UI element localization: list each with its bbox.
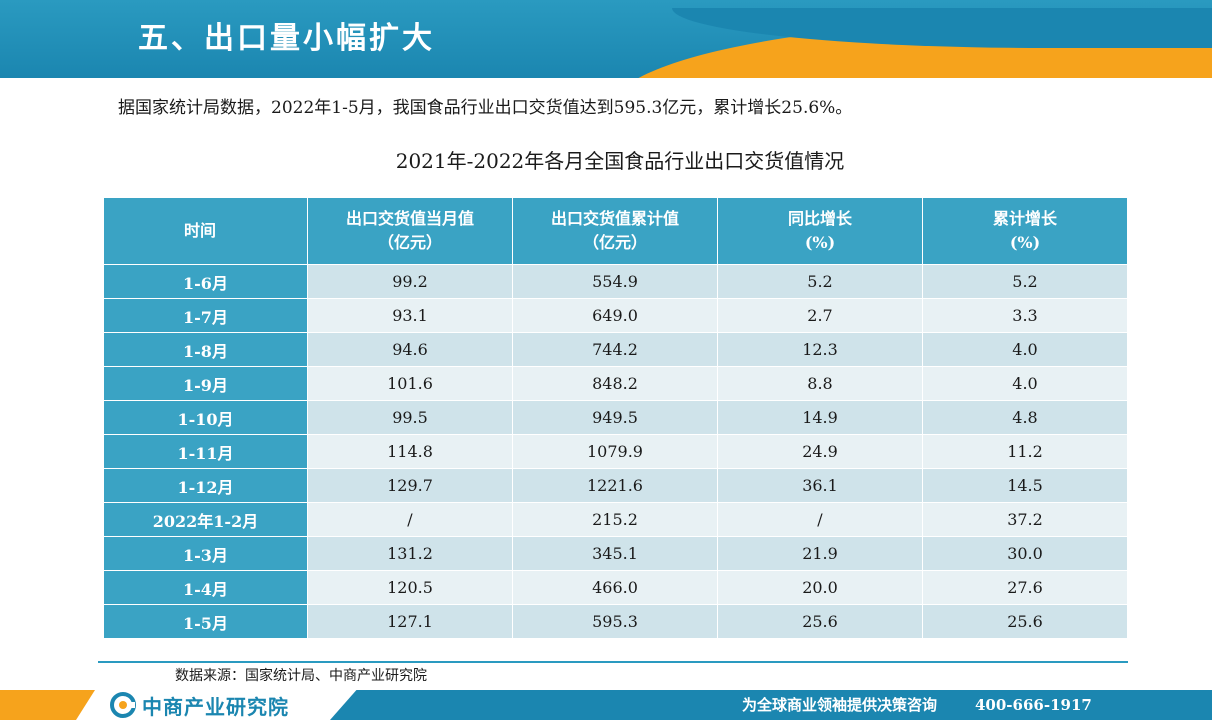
logo-icon (110, 692, 136, 718)
cell-period: 1-9月 (103, 366, 308, 401)
header-line1: 出口交货值当月值 (345, 209, 474, 228)
cell-cumulative-growth: 27.6 (922, 570, 1128, 605)
cell-yoy-growth: 25.6 (717, 604, 923, 639)
table-row: 1-12月 129.7 1221.6 36.1 14.5 (103, 468, 1128, 503)
header-period-label: 时间 (184, 221, 217, 240)
footer-phone: 400-666-1917 (975, 696, 1092, 714)
cell-cumulative-growth: 25.6 (922, 604, 1128, 639)
cell-yoy-growth: / (717, 502, 923, 537)
cell-cumulative-growth: 3.3 (922, 298, 1128, 333)
table-row: 1-8月 94.6 744.2 12.3 4.0 (103, 332, 1128, 367)
cell-period: 1-3月 (103, 536, 308, 571)
table-title: 2021年-2022年各月全国食品行业出口交货值情况 (395, 149, 845, 173)
footer-logo: 中商产业研究院 (110, 692, 289, 719)
cell-yoy-growth: 14.9 (717, 400, 923, 435)
cell-period: 1-10月 (103, 400, 308, 435)
cell-cumulative-value: 345.1 (512, 536, 718, 571)
cell-cumulative-growth: 11.2 (922, 434, 1128, 469)
cell-month-value: 129.7 (307, 468, 513, 503)
cell-cumulative-growth: 14.5 (922, 468, 1128, 503)
cell-yoy-growth: 36.1 (717, 468, 923, 503)
cell-cumulative-value: 554.9 (512, 264, 718, 299)
cell-cumulative-growth: 37.2 (922, 502, 1128, 537)
export-value-table: 时间 出口交货值当月值 （亿元） 出口交货值累计值 （亿元） 同比增长 (%) 累计增… (103, 197, 1128, 639)
table-row: 2022年1-2月/215.2/37.2 (103, 502, 1128, 537)
cell-cumulative-value: 848.2 (512, 366, 718, 401)
header-banner: 五、出口量小幅扩大 (0, 0, 1212, 78)
cell-month-value: 101.6 (307, 366, 513, 401)
cell-yoy-growth: 2.7 (717, 298, 923, 333)
cell-period: 1-12月 (103, 468, 308, 503)
header-line2: （亿元） (377, 233, 442, 252)
cell-month-value: 93.1 (307, 298, 513, 333)
cell-yoy-growth: 24.9 (717, 434, 923, 469)
footer-orange-accent (0, 690, 95, 720)
cell-yoy-growth: 20.0 (717, 570, 923, 605)
cell-period: 1-8月 (103, 332, 308, 367)
cell-cumulative-growth: 4.0 (922, 332, 1128, 367)
header-line1: 累计增长 (992, 209, 1057, 228)
table-row: 1-6月 99.2 554.9 5.2 5.2 (103, 264, 1128, 299)
table-row: 1-5月 127.1 595.3 25.6 25.6 (103, 604, 1128, 639)
cell-cumulative-value: 744.2 (512, 332, 718, 367)
header-yoy-growth: 同比增长 (%) (717, 197, 923, 265)
cell-month-value: / (307, 502, 513, 537)
header-line2: （亿元） (582, 233, 647, 252)
cell-cumulative-value: 1079.9 (512, 434, 718, 469)
cell-cumulative-value: 1221.6 (512, 468, 718, 503)
cell-yoy-growth: 8.8 (717, 366, 923, 401)
header-line1: 同比增长 (787, 209, 852, 228)
cell-month-value: 94.6 (307, 332, 513, 367)
lead-paragraph: 据国家统计局数据，2022年1-5月，我国食品行业出口交货值达到595.3亿元，… (118, 98, 853, 118)
cell-period: 1-5月 (103, 604, 308, 639)
cell-period: 2022年1-2月 (103, 502, 308, 537)
cell-month-value: 131.2 (307, 536, 513, 571)
cell-month-value: 114.8 (307, 434, 513, 469)
cell-month-value: 99.5 (307, 400, 513, 435)
cell-cumulative-growth: 30.0 (922, 536, 1128, 571)
table-row: 1-4月 120.5 466.0 20.0 27.6 (103, 570, 1128, 605)
cell-cumulative-value: 949.5 (512, 400, 718, 435)
cell-yoy-growth: 21.9 (717, 536, 923, 571)
header-month-value: 出口交货值当月值 （亿元） (307, 197, 513, 265)
cell-period: 1-7月 (103, 298, 308, 333)
table-row: 1-9月 101.6 848.2 8.8 4.0 (103, 366, 1128, 401)
header-cumulative-growth: 累计增长 (%) (922, 197, 1128, 265)
source-note: 数据来源：国家统计局、中商产业研究院 (175, 668, 427, 684)
section-title: 五、出口量小幅扩大 (138, 21, 435, 56)
cell-cumulative-growth: 4.8 (922, 400, 1128, 435)
header-cumulative-value: 出口交货值累计值 （亿元） (512, 197, 718, 265)
header-blue-swoosh (672, 8, 1212, 48)
cell-yoy-growth: 12.3 (717, 332, 923, 367)
cell-cumulative-value: 649.0 (512, 298, 718, 333)
footer-bar (330, 690, 1212, 720)
table-row: 1-10月 99.5 949.5 14.9 4.8 (103, 400, 1128, 435)
cell-cumulative-value: 466.0 (512, 570, 718, 605)
cell-period: 1-11月 (103, 434, 308, 469)
header-period: 时间 (103, 197, 308, 265)
logo-text: 中商产业研究院 (142, 694, 289, 719)
cell-cumulative-growth: 5.2 (922, 264, 1128, 299)
cell-yoy-growth: 5.2 (717, 264, 923, 299)
table-row: 1-7月 93.1 649.0 2.7 3.3 (103, 298, 1128, 333)
table-row: 1-11月 114.8 1079.9 24.9 11.2 (103, 434, 1128, 469)
cell-month-value: 120.5 (307, 570, 513, 605)
cell-month-value: 99.2 (307, 264, 513, 299)
table-header-row: 时间 出口交货值当月值 （亿元） 出口交货值累计值 （亿元） 同比增长 (%) 累计增… (103, 197, 1128, 265)
cell-period: 1-6月 (103, 264, 308, 299)
source-divider (98, 661, 1128, 663)
cell-month-value: 127.1 (307, 604, 513, 639)
cell-period: 1-4月 (103, 570, 308, 605)
header-line2: (%) (804, 233, 836, 252)
header-line1: 出口交货值累计值 (550, 209, 679, 228)
footer-slogan: 为全球商业领袖提供决策咨询 (742, 696, 938, 714)
cell-cumulative-growth: 4.0 (922, 366, 1128, 401)
table-row: 1-3月 131.2 345.1 21.9 30.0 (103, 536, 1128, 571)
cell-cumulative-value: 215.2 (512, 502, 718, 537)
header-line2: (%) (1009, 233, 1041, 252)
cell-cumulative-value: 595.3 (512, 604, 718, 639)
